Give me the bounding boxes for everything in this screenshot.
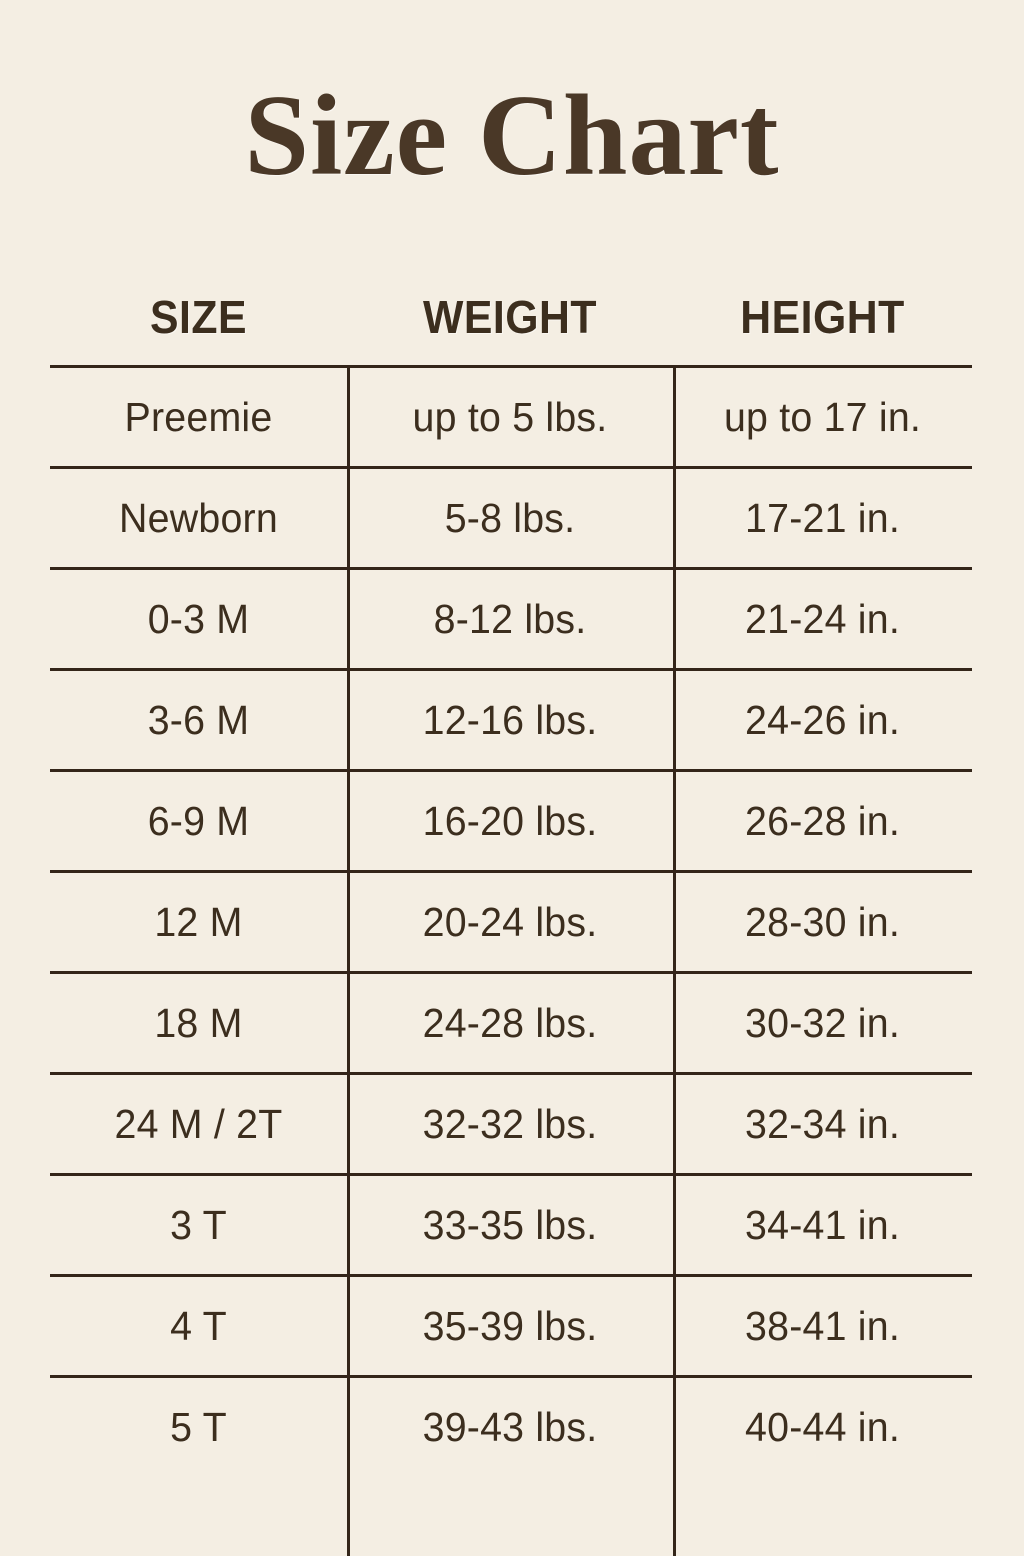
cell-height: 32-34 in.	[745, 1100, 900, 1147]
cell-weight: 35-39 lbs.	[422, 1302, 598, 1349]
cell-weight: 16-20 lbs.	[422, 797, 598, 844]
cell-weight: 20-24 lbs.	[422, 898, 598, 945]
column-divider-2	[673, 365, 676, 1556]
cell-size: 3-6 M	[147, 696, 250, 743]
table-row: 0-3 M 8-12 lbs. 21-24 in.	[50, 567, 972, 668]
cell-size: 3 T	[170, 1201, 227, 1248]
cell-size: 0-3 M	[147, 595, 250, 642]
table-header-row: SIZE WEIGHT HEIGHT	[50, 268, 972, 365]
cell-height: 34-41 in.	[745, 1201, 900, 1248]
table-row: 6-9 M 16-20 lbs. 26-28 in.	[50, 769, 972, 870]
cell-height: 24-26 in.	[745, 696, 900, 743]
cell-height: 30-32 in.	[745, 999, 900, 1046]
column-header-height: HEIGHT	[740, 290, 905, 343]
cell-weight: 33-35 lbs.	[422, 1201, 598, 1248]
cell-size: 12 M	[154, 898, 243, 945]
cell-weight: 32-32 lbs.	[422, 1100, 598, 1147]
cell-size: 4 T	[170, 1302, 227, 1349]
column-divider-1	[347, 365, 350, 1556]
cell-height: 17-21 in.	[745, 494, 900, 541]
cell-height: 21-24 in.	[745, 595, 900, 642]
cell-weight: 39-43 lbs.	[422, 1403, 598, 1450]
cell-size: 24 M / 2T	[114, 1100, 283, 1147]
cell-size: 6-9 M	[147, 797, 250, 844]
table-row: 3-6 M 12-16 lbs. 24-26 in.	[50, 668, 972, 769]
cell-size: 18 M	[154, 999, 243, 1046]
cell-height: 26-28 in.	[745, 797, 900, 844]
page-title: Size Chart	[244, 72, 780, 200]
cell-height: up to 17 in.	[723, 393, 922, 440]
table-row: 4 T 35-39 lbs. 38-41 in.	[50, 1274, 972, 1375]
table-row: 3 T 33-35 lbs. 34-41 in.	[50, 1173, 972, 1274]
cell-weight: 12-16 lbs.	[422, 696, 598, 743]
table-body: Preemie up to 5 lbs. up to 17 in. Newborn 5-…	[50, 365, 972, 1556]
cell-size: Newborn	[119, 494, 278, 541]
cell-size: 5 T	[170, 1403, 227, 1450]
table-row: 18 M 24-28 lbs. 30-32 in.	[50, 971, 972, 1072]
column-header-weight: WEIGHT	[423, 290, 597, 343]
cell-weight: up to 5 lbs.	[412, 393, 608, 440]
table-row: 24 M / 2T 32-32 lbs. 32-34 in.	[50, 1072, 972, 1173]
cell-height: 40-44 in.	[745, 1403, 900, 1450]
table-row: Newborn 5-8 lbs. 17-21 in.	[50, 466, 972, 567]
cell-weight: 24-28 lbs.	[422, 999, 598, 1046]
cell-size: Preemie	[124, 393, 273, 440]
table-row: 12 M 20-24 lbs. 28-30 in.	[50, 870, 972, 971]
size-chart-table: SIZE WEIGHT HEIGHT Preemie up to 5 lbs. up…	[50, 268, 972, 1556]
column-header-size: SIZE	[150, 290, 247, 343]
table-row: Preemie up to 5 lbs. up to 17 in.	[50, 365, 972, 466]
cell-height: 28-30 in.	[745, 898, 900, 945]
table-row: 5 T 39-43 lbs. 40-44 in.	[50, 1375, 972, 1476]
cell-weight: 8-12 lbs.	[433, 595, 587, 642]
cell-height: 38-41 in.	[745, 1302, 900, 1349]
cell-weight: 5-8 lbs.	[444, 494, 576, 541]
